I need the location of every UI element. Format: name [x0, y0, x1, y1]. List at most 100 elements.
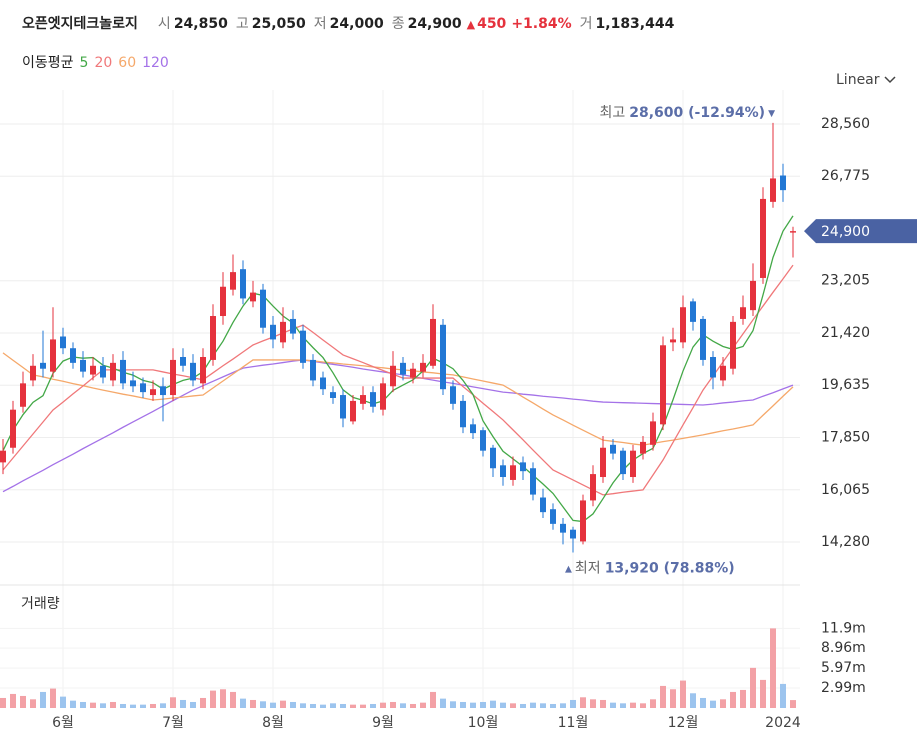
volume-bar	[480, 701, 486, 708]
volume-bar	[670, 689, 676, 708]
volume-bar	[370, 703, 376, 708]
candle-body	[620, 450, 626, 475]
candle-body	[200, 356, 206, 384]
field-value: 24,900	[407, 16, 462, 32]
legend-entry: 120	[142, 55, 169, 71]
ma-legend: 이동평균 5 20 60 120	[22, 52, 175, 72]
candle-body	[520, 462, 526, 472]
candle-body	[360, 395, 366, 404]
x-tick-label: 10월	[468, 715, 499, 731]
volume-tick-label: 8.96m	[821, 640, 866, 656]
candle-body	[110, 362, 116, 381]
candle-body	[670, 339, 676, 343]
volume-bar	[710, 700, 716, 708]
volume-bar	[550, 703, 556, 708]
candle-body	[270, 324, 276, 340]
candle-body	[50, 339, 56, 372]
candle-body	[410, 368, 416, 378]
candle-body	[180, 356, 186, 366]
candle-body	[300, 330, 306, 363]
candle-body	[10, 409, 16, 448]
field-label: 저	[313, 16, 327, 32]
volume-bar	[620, 703, 626, 708]
volume-bar	[560, 703, 566, 708]
stock-name: 오픈엣지테크놀로지	[22, 16, 138, 32]
volume-bar	[510, 703, 516, 708]
candle-body	[440, 324, 446, 390]
candle-body	[500, 465, 506, 478]
candle-body	[490, 447, 496, 469]
volume-bar	[600, 699, 606, 708]
y-tick-label: 16,065	[821, 482, 870, 498]
volume-bar	[40, 691, 46, 708]
volume-bar	[570, 699, 576, 708]
candle-body	[510, 465, 516, 480]
candle-body	[370, 392, 376, 407]
candle-body	[460, 400, 466, 428]
ma-line	[2, 215, 794, 523]
volume-bar	[420, 702, 426, 708]
volume-bar	[350, 704, 356, 708]
high-arrow: ▼	[768, 108, 775, 118]
candle-body	[450, 386, 456, 404]
volume-bar	[610, 702, 616, 708]
volume-bar	[450, 701, 456, 708]
low-arrow: ▲	[565, 564, 572, 574]
volume-bar	[180, 699, 186, 708]
candle-body	[710, 356, 716, 378]
volume-bar	[760, 679, 766, 708]
header: 오픈엣지테크놀로지 시 24,850 고 25,050 저 24,000 종 24,900 ▲ 4…	[22, 13, 674, 33]
volume-bar	[50, 688, 56, 708]
volume-bar	[790, 700, 796, 708]
volume-bar	[390, 701, 396, 708]
high-prefix: 최고	[599, 105, 625, 121]
y-tick-label: 26,775	[821, 168, 870, 184]
candle-body	[660, 345, 666, 425]
volume-bar	[70, 700, 76, 708]
y-tick-label: 14,280	[821, 534, 870, 550]
volume-bar	[410, 703, 416, 708]
candle-body	[330, 392, 336, 398]
candle-body	[760, 198, 766, 278]
scale-mode[interactable]: Linear	[836, 72, 880, 88]
volume-bar	[750, 667, 756, 708]
volume-bar	[250, 699, 256, 708]
candle-body	[690, 301, 696, 322]
candle-body	[280, 321, 286, 343]
volume-bar	[530, 702, 536, 708]
change: 450	[477, 16, 507, 32]
candle-body	[170, 359, 176, 396]
legend-entry: 60	[118, 55, 137, 71]
y-tick-label: 28,560	[821, 116, 870, 132]
candle-body	[390, 365, 396, 387]
candle-body	[190, 362, 196, 381]
volume-bar	[230, 691, 236, 708]
volume-bar	[210, 690, 216, 708]
x-tick-label: 11월	[558, 715, 589, 731]
volume-bar	[140, 704, 146, 708]
volume-bar	[640, 703, 646, 708]
candle-body	[80, 359, 86, 372]
candle-body	[260, 289, 266, 328]
candle-body	[220, 286, 226, 317]
y-tick-label: 19,635	[821, 377, 870, 393]
volume-bar	[80, 701, 86, 708]
candle-body	[640, 441, 646, 454]
scale-toggle[interactable]: Linear	[836, 72, 896, 88]
candle-body	[340, 395, 346, 419]
candle-body	[70, 348, 76, 363]
volume-bar	[360, 704, 366, 708]
field-label: 고	[235, 16, 249, 32]
volume-bar	[770, 628, 776, 708]
candle-body	[20, 383, 26, 407]
candle-body	[790, 231, 796, 233]
volume-bar	[60, 696, 66, 708]
price-tag-label: 24,900	[821, 224, 870, 240]
candle-body	[730, 321, 736, 369]
candle-body	[160, 386, 166, 396]
candle-body	[780, 175, 786, 191]
candle-body	[150, 389, 156, 396]
volume-bar	[740, 689, 746, 708]
volume-label: 거	[579, 16, 593, 32]
x-tick-label: 6월	[52, 715, 74, 731]
